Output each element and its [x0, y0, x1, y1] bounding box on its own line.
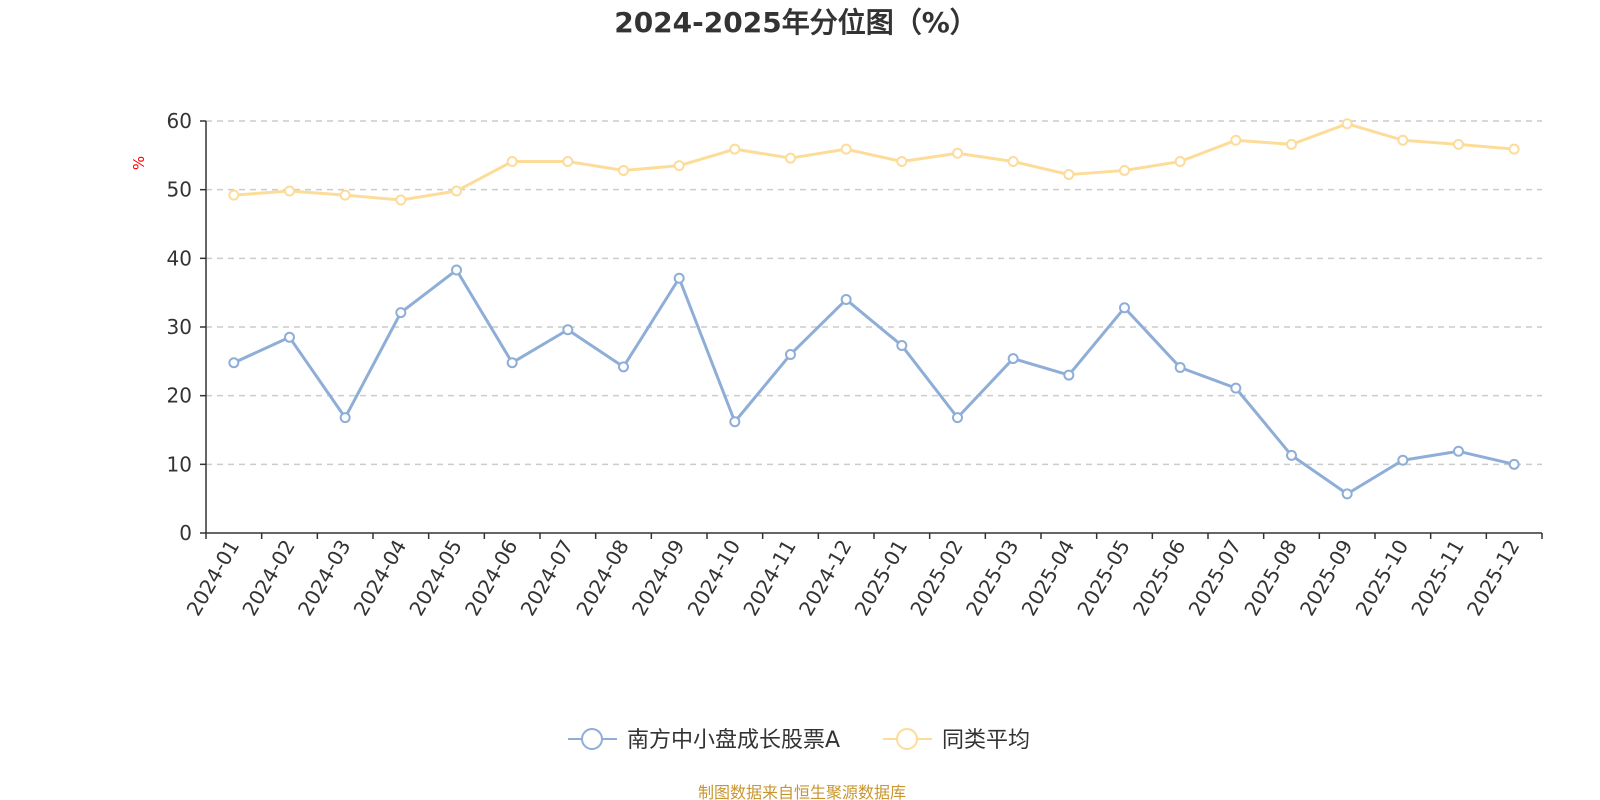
series-2-point-2025-03[interactable]: [1007, 156, 1019, 168]
series-2-point-2024-01[interactable]: [228, 189, 240, 201]
series-line-1: [233, 268, 1515, 496]
x-tick-label-2024-12: 2024-12: [794, 536, 857, 620]
series-2-point-2024-06[interactable]: [506, 156, 518, 168]
series-2-point-2024-10[interactable]: [729, 143, 741, 155]
legend-label-series-2: 同类平均: [942, 728, 1030, 753]
series-2-point-2024-08[interactable]: [618, 164, 629, 176]
chart-title: 2024-2025年分位图（%）: [614, 6, 978, 39]
x-tick-label-2025-08: 2025-08: [1239, 536, 1302, 620]
legend[interactable]: 南方中小盘成长股票A 同类平均: [568, 728, 1030, 753]
series-1-point-2025-02[interactable]: [952, 412, 963, 424]
series-1-point-2025-06[interactable]: [1174, 362, 1186, 374]
legend-item-series-1[interactable]: 南方中小盘成长股票A: [568, 728, 840, 753]
y-tick-label-20: 20: [167, 384, 192, 408]
data-source-note: 制图数据来自恒生聚源数据库: [698, 783, 906, 800]
series-2-point-2025-04[interactable]: [1063, 169, 1075, 181]
x-tick-label-2024-06: 2024-06: [460, 536, 523, 620]
x-tick-label-2024-11: 2024-11: [738, 536, 801, 620]
x-tick-label-2024-05: 2024-05: [404, 536, 467, 620]
series-1-point-2025-03[interactable]: [1007, 353, 1019, 365]
series-1-point-2024-01[interactable]: [228, 357, 240, 369]
x-tick-label-2025-09: 2025-09: [1295, 536, 1358, 620]
y-tick-labels: 0 10 20 30 40 50 60: [167, 109, 192, 545]
series-1-point-2025-09[interactable]: [1341, 488, 1353, 500]
x-tick-label-2025-02: 2025-02: [905, 536, 968, 620]
series-2-point-2024-11[interactable]: [785, 152, 796, 164]
legend-marker-series-1: [581, 728, 603, 750]
series-2-point-2025-10[interactable]: [1397, 134, 1409, 146]
y-tick-label-30: 30: [167, 315, 192, 339]
x-tick-label-2024-09: 2024-09: [627, 536, 690, 620]
series-2-point-2024-03[interactable]: [339, 189, 351, 201]
y-tick-label-10: 10: [167, 452, 192, 476]
series-1-point-2025-07[interactable]: [1230, 382, 1242, 394]
x-tick-label-2024-08: 2024-08: [571, 536, 634, 620]
series-2-point-2025-09[interactable]: [1341, 118, 1353, 130]
series-1-point-2025-11[interactable]: [1453, 445, 1464, 457]
series-1-point-2024-10[interactable]: [729, 416, 741, 428]
y-tick-label-40: 40: [167, 246, 192, 270]
x-tick-label-2025-06: 2025-06: [1128, 536, 1191, 620]
series-2-point-2024-07[interactable]: [562, 156, 574, 168]
legend-item-series-2[interactable]: 同类平均: [883, 728, 1030, 753]
x-tick-labels: 2024-012024-022024-032024-042024-052024-…: [182, 536, 1525, 620]
series-2-point-2025-02[interactable]: [952, 147, 963, 159]
series-1-point-2024-07[interactable]: [562, 324, 574, 336]
y-axis-unit: %: [130, 156, 148, 170]
series-2-point-2024-05[interactable]: [451, 185, 462, 197]
series-1-point-2025-08[interactable]: [1286, 449, 1297, 461]
x-tick-label-2025-01: 2025-01: [850, 536, 913, 620]
series-1-point-2025-01[interactable]: [896, 340, 908, 352]
y-tick-label-0: 0: [179, 521, 192, 545]
series-2-point-2024-02[interactable]: [284, 185, 295, 197]
x-tick-label-2024-07: 2024-07: [516, 536, 579, 620]
grid-lines: [206, 120, 1542, 466]
series-1-point-2024-06[interactable]: [506, 357, 518, 369]
series-1-point-2024-08[interactable]: [618, 361, 629, 373]
series: [228, 118, 1520, 500]
series-2-point-2024-12[interactable]: [840, 143, 852, 155]
series-1-point-2024-03[interactable]: [339, 412, 351, 424]
x-tick-label-2025-11: 2025-11: [1406, 536, 1469, 620]
series-2-point-2024-09[interactable]: [673, 160, 685, 172]
y-tick-label-60: 60: [167, 109, 192, 133]
series-1-point-2025-10[interactable]: [1397, 454, 1409, 466]
y-tick-label-50: 50: [167, 178, 192, 202]
series-2-point-2024-04[interactable]: [395, 194, 407, 206]
legend-label-series-1: 南方中小盘成长股票A: [627, 728, 840, 753]
x-tick-label-2024-02: 2024-02: [237, 536, 300, 620]
series-2-point-2025-08[interactable]: [1286, 138, 1297, 150]
series-2-point-2025-07[interactable]: [1230, 134, 1242, 146]
series-1-point-2024-05[interactable]: [451, 264, 462, 276]
series-2-point-2025-12[interactable]: [1508, 143, 1520, 155]
x-tick-label-2025-12: 2025-12: [1462, 536, 1525, 620]
axes: [200, 120, 1543, 539]
series-1-point-2024-11[interactable]: [785, 348, 796, 360]
x-tick-label-2025-03: 2025-03: [961, 536, 1024, 620]
series-1-point-2024-04[interactable]: [395, 307, 407, 319]
x-tick-label-2025-10: 2025-10: [1351, 536, 1414, 620]
x-tick-label-2025-07: 2025-07: [1184, 536, 1247, 620]
x-tick-label-2024-01: 2024-01: [182, 536, 245, 620]
series-1-point-2025-04[interactable]: [1063, 369, 1075, 381]
series-1-point-2024-09[interactable]: [673, 272, 685, 284]
x-tick-label-2025-05: 2025-05: [1072, 536, 1135, 620]
x-tick-label-2025-04: 2025-04: [1017, 536, 1080, 620]
x-tick-label-2024-04: 2024-04: [349, 536, 412, 620]
series-2-point-2025-11[interactable]: [1453, 138, 1464, 150]
legend-marker-series-2: [896, 728, 918, 750]
series-1-point-2024-02[interactable]: [284, 331, 295, 343]
series-1-point-2025-05[interactable]: [1119, 302, 1130, 314]
series-1-point-2025-12[interactable]: [1508, 458, 1520, 470]
series-2-point-2025-06[interactable]: [1174, 156, 1186, 168]
x-tick-label-2024-10: 2024-10: [683, 536, 746, 620]
series-2-point-2025-05[interactable]: [1119, 164, 1130, 176]
series-line-2: [233, 122, 1515, 202]
series-1-point-2024-12[interactable]: [840, 294, 852, 306]
x-tick-label-2024-03: 2024-03: [293, 536, 356, 620]
series-2-point-2025-01[interactable]: [896, 156, 908, 168]
